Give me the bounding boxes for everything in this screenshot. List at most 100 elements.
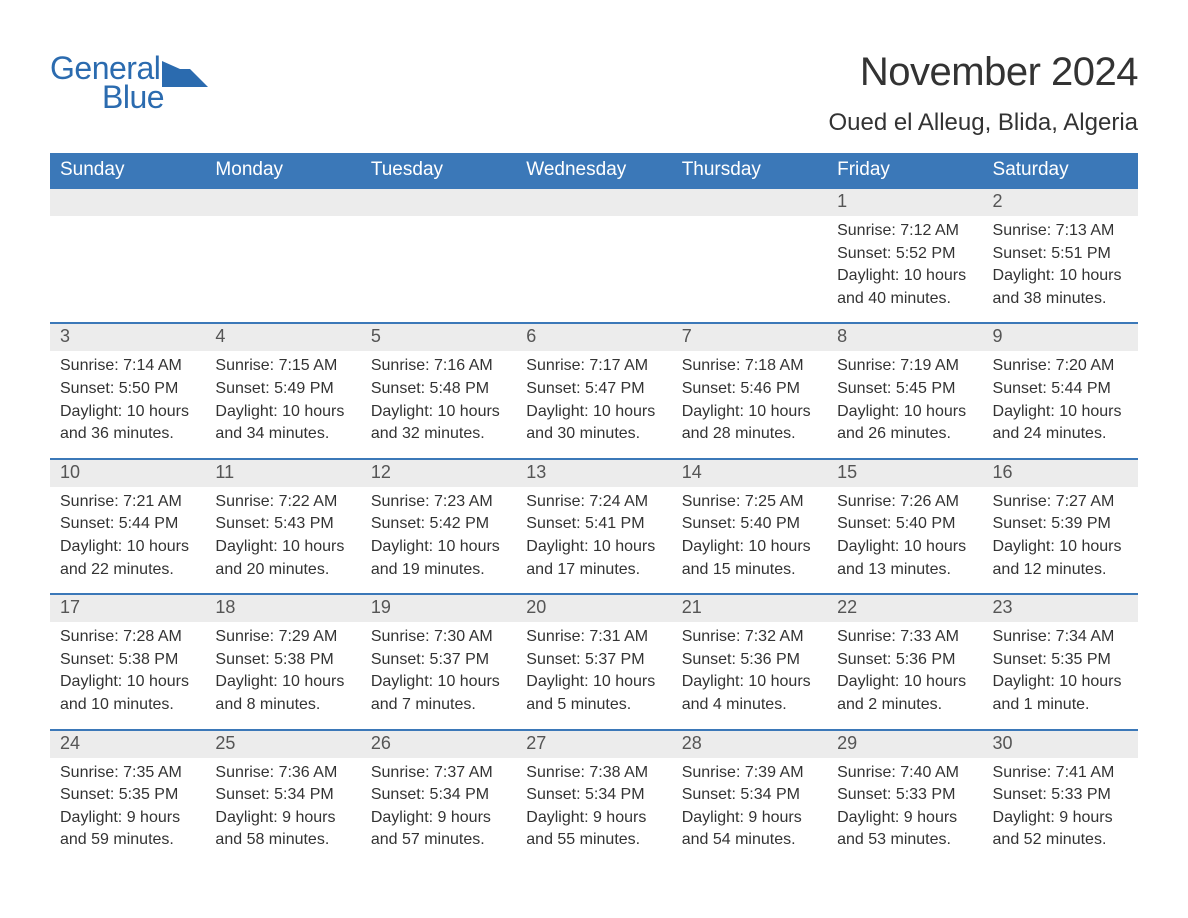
day-body: Sunrise: 7:27 AMSunset: 5:39 PMDaylight:… <box>983 487 1138 580</box>
sunset-line: Sunset: 5:37 PM <box>371 649 506 671</box>
sunrise-line: Sunrise: 7:16 AM <box>371 355 506 377</box>
sunrise-line: Sunrise: 7:21 AM <box>60 491 195 513</box>
sunrise-line: Sunrise: 7:36 AM <box>215 762 350 784</box>
sunrise-line: Sunrise: 7:38 AM <box>526 762 661 784</box>
sunrise-line: Sunrise: 7:31 AM <box>526 626 661 648</box>
day-cell: 12Sunrise: 7:23 AMSunset: 5:42 PMDayligh… <box>361 460 516 593</box>
day-number: 13 <box>516 460 671 487</box>
page: General Blue November 2024 Oued el Alleu… <box>0 0 1188 904</box>
day-number: 2 <box>983 189 1138 216</box>
day-body: Sunrise: 7:21 AMSunset: 5:44 PMDaylight:… <box>50 487 205 580</box>
day-body: Sunrise: 7:15 AMSunset: 5:49 PMDaylight:… <box>205 351 360 444</box>
day-number: 12 <box>361 460 516 487</box>
daylight-line2: and 4 minutes. <box>682 694 817 716</box>
daylight-line1: Daylight: 10 hours <box>682 671 817 693</box>
daylight-line2: and 40 minutes. <box>837 288 972 310</box>
daylight-line2: and 19 minutes. <box>371 559 506 581</box>
brand-word2: Blue <box>102 79 208 116</box>
day-body: Sunrise: 7:13 AMSunset: 5:51 PMDaylight:… <box>983 216 1138 309</box>
top-row: General Blue November 2024 Oued el Alleu… <box>50 50 1138 137</box>
daylight-line2: and 36 minutes. <box>60 423 195 445</box>
week-row: 1Sunrise: 7:12 AMSunset: 5:52 PMDaylight… <box>50 189 1138 322</box>
daylight-line1: Daylight: 9 hours <box>215 807 350 829</box>
daylight-line1: Daylight: 10 hours <box>837 671 972 693</box>
sunset-line: Sunset: 5:37 PM <box>526 649 661 671</box>
calendar: Sunday Monday Tuesday Wednesday Thursday… <box>50 153 1138 864</box>
daylight-line1: Daylight: 10 hours <box>371 536 506 558</box>
day-body: Sunrise: 7:31 AMSunset: 5:37 PMDaylight:… <box>516 622 671 715</box>
day-body: Sunrise: 7:28 AMSunset: 5:38 PMDaylight:… <box>50 622 205 715</box>
day-number: 1 <box>827 189 982 216</box>
day-cell: 21Sunrise: 7:32 AMSunset: 5:36 PMDayligh… <box>672 595 827 728</box>
day-cell: 18Sunrise: 7:29 AMSunset: 5:38 PMDayligh… <box>205 595 360 728</box>
daylight-line2: and 8 minutes. <box>215 694 350 716</box>
daylight-line2: and 7 minutes. <box>371 694 506 716</box>
daylight-line1: Daylight: 10 hours <box>526 536 661 558</box>
sunset-line: Sunset: 5:47 PM <box>526 378 661 400</box>
weekday-header: Sunday <box>50 153 205 189</box>
daylight-line1: Daylight: 10 hours <box>371 671 506 693</box>
daylight-line1: Daylight: 10 hours <box>682 401 817 423</box>
sunrise-line: Sunrise: 7:20 AM <box>993 355 1128 377</box>
day-cell: 2Sunrise: 7:13 AMSunset: 5:51 PMDaylight… <box>983 189 1138 322</box>
day-cell <box>672 189 827 322</box>
day-cell: 1Sunrise: 7:12 AMSunset: 5:52 PMDaylight… <box>827 189 982 322</box>
day-number: 3 <box>50 324 205 351</box>
daylight-line1: Daylight: 10 hours <box>993 536 1128 558</box>
daylight-line2: and 55 minutes. <box>526 829 661 851</box>
day-number: 7 <box>672 324 827 351</box>
weekday-header: Friday <box>827 153 982 189</box>
day-cell: 20Sunrise: 7:31 AMSunset: 5:37 PMDayligh… <box>516 595 671 728</box>
sunset-line: Sunset: 5:40 PM <box>682 513 817 535</box>
day-cell: 15Sunrise: 7:26 AMSunset: 5:40 PMDayligh… <box>827 460 982 593</box>
sunset-line: Sunset: 5:38 PM <box>60 649 195 671</box>
day-cell: 5Sunrise: 7:16 AMSunset: 5:48 PMDaylight… <box>361 324 516 457</box>
daylight-line1: Daylight: 10 hours <box>993 401 1128 423</box>
day-body: Sunrise: 7:32 AMSunset: 5:36 PMDaylight:… <box>672 622 827 715</box>
sunrise-line: Sunrise: 7:27 AM <box>993 491 1128 513</box>
day-body: Sunrise: 7:36 AMSunset: 5:34 PMDaylight:… <box>205 758 360 851</box>
day-cell: 23Sunrise: 7:34 AMSunset: 5:35 PMDayligh… <box>983 595 1138 728</box>
daylight-line2: and 53 minutes. <box>837 829 972 851</box>
daylight-line1: Daylight: 10 hours <box>837 265 972 287</box>
week-row: 17Sunrise: 7:28 AMSunset: 5:38 PMDayligh… <box>50 593 1138 728</box>
day-number: 20 <box>516 595 671 622</box>
week-row: 24Sunrise: 7:35 AMSunset: 5:35 PMDayligh… <box>50 729 1138 864</box>
daylight-line2: and 58 minutes. <box>215 829 350 851</box>
day-cell: 25Sunrise: 7:36 AMSunset: 5:34 PMDayligh… <box>205 731 360 864</box>
weekday-header: Wednesday <box>516 153 671 189</box>
day-body: Sunrise: 7:39 AMSunset: 5:34 PMDaylight:… <box>672 758 827 851</box>
sunrise-line: Sunrise: 7:35 AM <box>60 762 195 784</box>
title-block: November 2024 Oued el Alleug, Blida, Alg… <box>828 50 1138 137</box>
location-label: Oued el Alleug, Blida, Algeria <box>828 109 1138 137</box>
day-cell <box>50 189 205 322</box>
sunrise-line: Sunrise: 7:41 AM <box>993 762 1128 784</box>
day-number: 5 <box>361 324 516 351</box>
day-number: 27 <box>516 731 671 758</box>
day-number: 10 <box>50 460 205 487</box>
day-number <box>205 189 360 216</box>
day-number: 8 <box>827 324 982 351</box>
weekday-header: Tuesday <box>361 153 516 189</box>
sunset-line: Sunset: 5:34 PM <box>215 784 350 806</box>
day-cell: 17Sunrise: 7:28 AMSunset: 5:38 PMDayligh… <box>50 595 205 728</box>
sunset-line: Sunset: 5:34 PM <box>371 784 506 806</box>
day-body: Sunrise: 7:30 AMSunset: 5:37 PMDaylight:… <box>361 622 516 715</box>
daylight-line2: and 59 minutes. <box>60 829 195 851</box>
daylight-line2: and 17 minutes. <box>526 559 661 581</box>
weekday-header-row: Sunday Monday Tuesday Wednesday Thursday… <box>50 153 1138 189</box>
sunset-line: Sunset: 5:42 PM <box>371 513 506 535</box>
sunrise-line: Sunrise: 7:40 AM <box>837 762 972 784</box>
day-cell: 22Sunrise: 7:33 AMSunset: 5:36 PMDayligh… <box>827 595 982 728</box>
day-number: 22 <box>827 595 982 622</box>
daylight-line1: Daylight: 9 hours <box>837 807 972 829</box>
daylight-line1: Daylight: 10 hours <box>60 401 195 423</box>
day-number: 21 <box>672 595 827 622</box>
sunset-line: Sunset: 5:36 PM <box>682 649 817 671</box>
sunset-line: Sunset: 5:51 PM <box>993 243 1128 265</box>
day-cell: 3Sunrise: 7:14 AMSunset: 5:50 PMDaylight… <box>50 324 205 457</box>
weekday-header: Monday <box>205 153 360 189</box>
sunset-line: Sunset: 5:33 PM <box>993 784 1128 806</box>
day-number <box>361 189 516 216</box>
day-body: Sunrise: 7:37 AMSunset: 5:34 PMDaylight:… <box>361 758 516 851</box>
